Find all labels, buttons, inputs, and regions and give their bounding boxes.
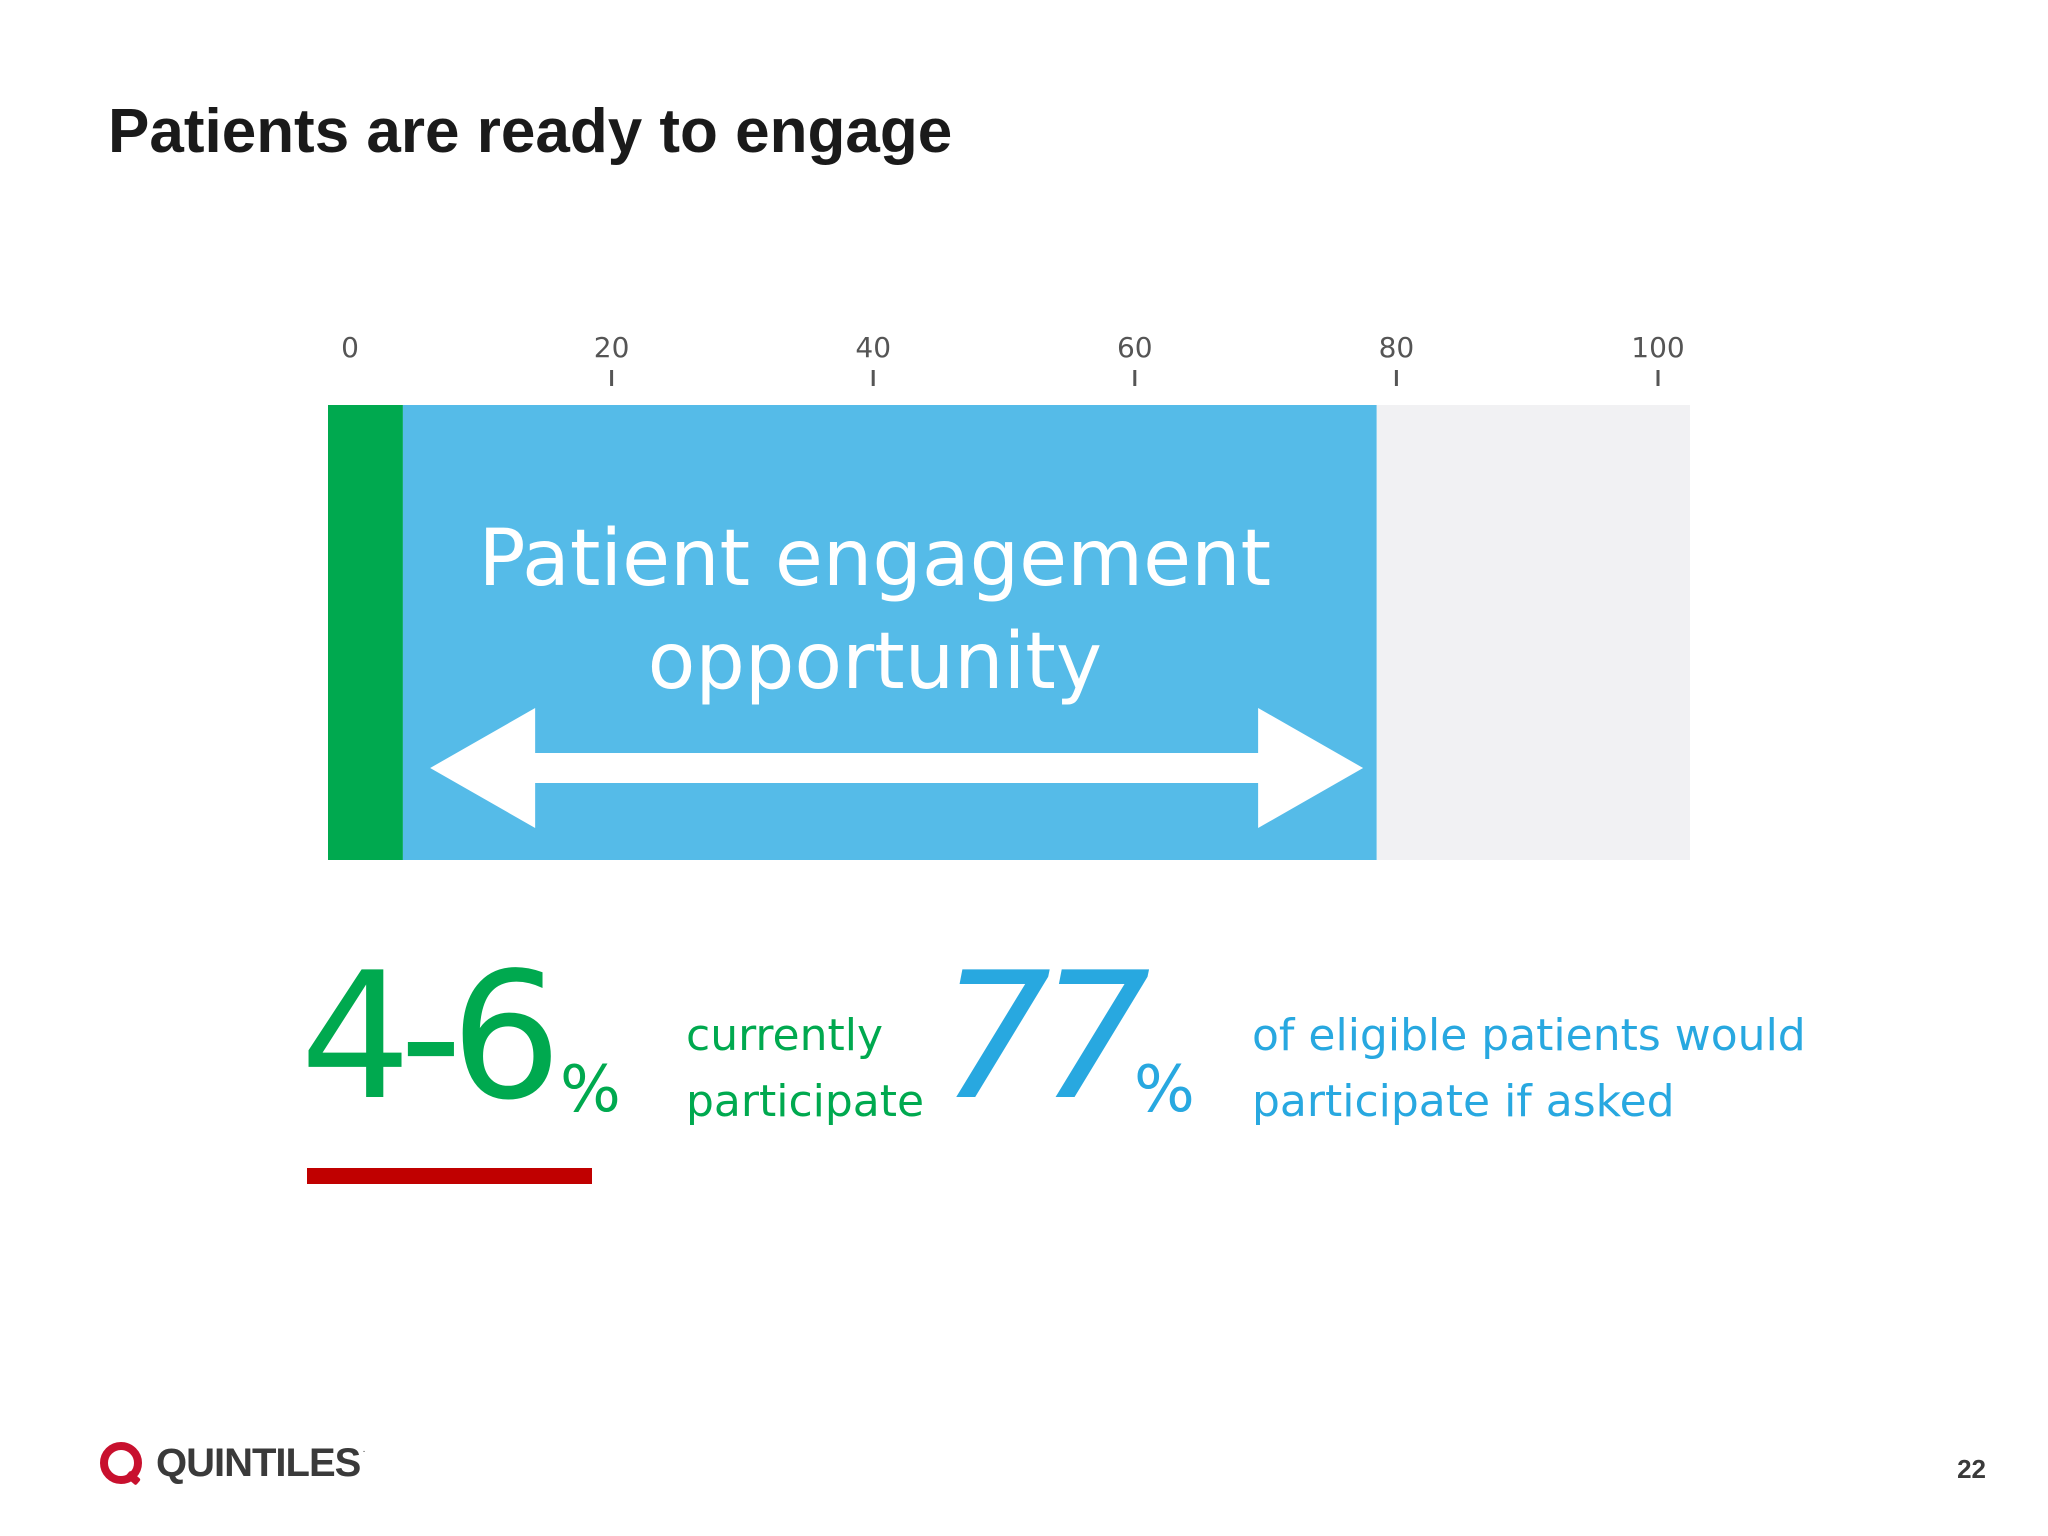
quintiles-logo: QUINTILES · <box>100 1428 366 1498</box>
slide-title: Patients are ready to engage <box>108 97 953 166</box>
page-number: 22 <box>1957 1454 1986 1484</box>
annotation-line-2: opportunity <box>648 617 1102 707</box>
tick-label: 60 <box>1117 331 1153 364</box>
potential-caption-line-2: participate if asked <box>1252 1076 1675 1127</box>
tick-label: 20 <box>594 331 630 364</box>
potential-caption-line-1: of eligible patients would <box>1252 1010 1806 1061</box>
bar-segment <box>402 405 1377 860</box>
bar-segments <box>328 405 1690 860</box>
current-caption-line-1: currently <box>686 1010 883 1061</box>
logo-trademark: · <box>362 1446 366 1457</box>
tick-label: 0 <box>341 331 359 364</box>
current-participation-percent: % <box>560 1053 621 1127</box>
tick-label: 80 <box>1379 331 1415 364</box>
bar-segment <box>1376 405 1690 860</box>
annotation-line-1: Patient engagement <box>479 514 1272 604</box>
potential-participation-percent: % <box>1134 1053 1195 1127</box>
tick-label: 100 <box>1631 331 1684 364</box>
axis-ticks: 0 20 40 60 80 100 <box>341 331 1685 386</box>
engagement-bar-chart: 0 20 40 60 80 100 Patient engagement opportun… <box>328 331 1690 860</box>
current-participation-underline <box>307 1168 592 1184</box>
current-participation-value: 4-6 <box>300 936 562 1139</box>
bar-segment <box>328 405 403 860</box>
double-arrow-icon <box>430 708 1364 828</box>
potential-participation-caption: of eligible patients would participate i… <box>1252 1003 1806 1135</box>
logo-ring-icon <box>100 1442 142 1484</box>
potential-participation-value: 77 <box>940 936 1151 1139</box>
tick-label: 40 <box>855 331 891 364</box>
current-caption-line-2: participate <box>686 1076 925 1127</box>
current-participation-caption: currently participate <box>686 1003 924 1135</box>
logo-wordmark: QUINTILES <box>156 1440 361 1485</box>
bar-annotation: Patient engagement opportunity <box>430 514 1364 828</box>
